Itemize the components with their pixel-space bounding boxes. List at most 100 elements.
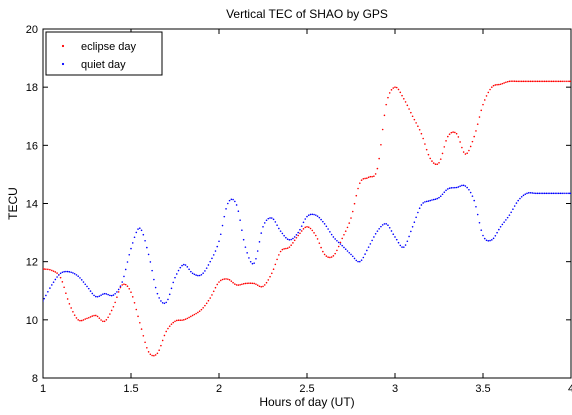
data-point [79, 319, 81, 322]
data-point [230, 198, 233, 201]
data-point [292, 242, 294, 244]
data-point [86, 317, 88, 320]
data-point [567, 192, 569, 195]
data-point [79, 277, 81, 279]
data-point [381, 128, 384, 131]
data-point [445, 189, 447, 192]
data-point [485, 95, 488, 97]
data-point [341, 237, 344, 240]
data-point [188, 268, 190, 271]
data-point [371, 175, 373, 178]
data-point [285, 236, 287, 239]
data-point [329, 256, 331, 259]
data-point [401, 94, 403, 97]
data-point [95, 314, 97, 317]
data-point [323, 253, 326, 256]
data-point [276, 258, 278, 261]
data-point [158, 349, 160, 352]
data-point [535, 80, 537, 83]
data-point [362, 256, 365, 259]
data-point [300, 225, 303, 227]
data-point [394, 86, 396, 88]
data-point [383, 114, 386, 117]
data-point [52, 270, 55, 272]
data-point [545, 80, 548, 83]
data-point [61, 271, 64, 274]
data-point [288, 239, 291, 241]
data-point [565, 192, 567, 195]
data-point [385, 103, 388, 106]
data-point [56, 272, 58, 274]
data-point [392, 233, 395, 235]
data-point [540, 80, 542, 83]
data-point [445, 140, 447, 142]
data-point [200, 308, 203, 311]
data-point [269, 217, 271, 219]
data-point [286, 247, 289, 249]
data-point [251, 262, 254, 265]
data-point [181, 319, 183, 321]
legend-box [45, 31, 163, 76]
data-point [329, 231, 331, 233]
data-point [513, 80, 516, 83]
data-point [255, 283, 257, 285]
data-point [77, 319, 79, 321]
data-point [77, 275, 79, 278]
data-point [131, 296, 134, 298]
data-point [499, 83, 502, 86]
data-point [147, 253, 150, 256]
data-point [543, 192, 546, 195]
data-point [318, 216, 321, 219]
data-point [91, 315, 94, 317]
data-point [292, 237, 294, 240]
data-point [198, 274, 201, 277]
data-point [188, 316, 190, 319]
data-point [218, 281, 220, 283]
data-point [56, 276, 58, 278]
data-point [404, 101, 407, 103]
data-point [45, 294, 47, 297]
data-point [52, 281, 55, 283]
series-0 [43, 80, 571, 357]
data-point [454, 131, 456, 134]
data-point [462, 184, 465, 187]
data-point [309, 213, 312, 216]
legend-label: eclipse day [81, 41, 137, 53]
data-point [471, 195, 474, 197]
data-point [346, 250, 349, 252]
data-point [397, 88, 400, 91]
data-point [73, 272, 76, 275]
data-point [121, 281, 123, 283]
data-point [480, 109, 483, 112]
data-point [295, 234, 298, 236]
data-point [186, 266, 189, 268]
data-point [117, 291, 120, 293]
data-point [311, 213, 314, 216]
data-point [557, 192, 560, 195]
data-point [452, 131, 454, 133]
data-point [461, 184, 463, 187]
data-point [304, 218, 307, 220]
plot-area: 1 1.5 2 2.5 3 3.5 4 8 10 12 14 16 18 20 eclipse day qui… [26, 24, 572, 395]
data-point [476, 213, 479, 216]
data-point [214, 250, 217, 252]
data-point [443, 191, 446, 193]
data-point [491, 86, 493, 88]
data-point [403, 98, 405, 100]
data-point [184, 264, 187, 266]
data-point [70, 271, 72, 274]
data-point [469, 191, 472, 194]
data-point [330, 233, 333, 236]
data-point [559, 192, 562, 195]
data-point [505, 81, 507, 84]
data-point [403, 246, 405, 248]
data-point [348, 222, 351, 224]
data-point [295, 236, 298, 239]
data-point [80, 319, 83, 322]
data-point [167, 327, 169, 330]
data-point [448, 187, 451, 189]
data-point [272, 218, 275, 221]
data-point [65, 270, 67, 273]
series-1 [43, 184, 571, 305]
data-point [131, 242, 134, 244]
